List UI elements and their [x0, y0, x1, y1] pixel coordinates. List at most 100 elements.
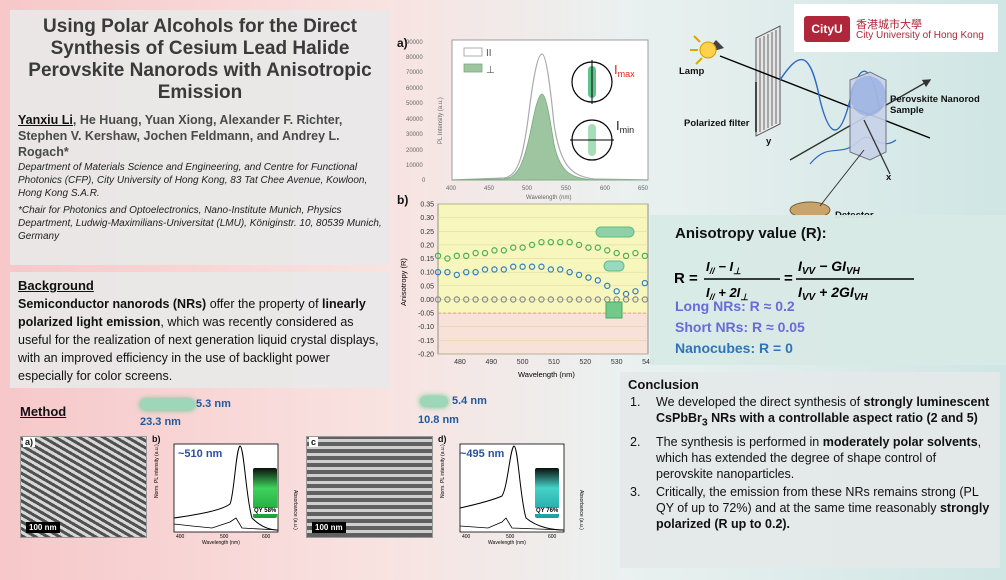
conclusion-item: 3. Critically, the emission from these NR… — [630, 484, 990, 531]
anisotropy-point-series-1 — [500, 247, 508, 254]
fig-a-ytick-3: 60000 — [406, 86, 423, 92]
filter-label: Polarized filter — [684, 118, 750, 129]
anisotropy-point-series-1 — [547, 238, 555, 246]
anisotropy-point-series-2 — [500, 266, 508, 273]
fig-a-ytick-5: 40000 — [406, 117, 423, 123]
bg-bold-1: Semiconductor nanorods (NRs) — [18, 297, 207, 311]
anisotropy-point-series-1 — [510, 244, 517, 251]
affiliation-lmu: *Chair for Photonics and Optoelectronics… — [18, 205, 382, 242]
anisotropy-point-series-1 — [557, 238, 564, 246]
bg-bold-2: linearly polarized light emission — [18, 297, 366, 329]
short-nrs-value: Short NRs: R ≈ 0.05 — [675, 319, 805, 335]
anisotropy-point-series-3 — [434, 296, 442, 303]
eq-num1: I// − I⊥ — [706, 259, 741, 276]
fig-b-xtick: 510 — [548, 359, 560, 366]
anisotropy-point-series-3 — [566, 296, 573, 303]
fig-b-xtick: 540 — [642, 359, 654, 366]
fig-a-ylabel: PL Intensity (a.u.) — [438, 97, 444, 144]
anisotropy-point-series-1 — [622, 252, 630, 260]
fig-b-letter: b) — [397, 193, 409, 207]
anisotropy-point-series-1 — [575, 241, 583, 249]
fig-b-xtick: 480 — [454, 359, 466, 366]
anisotropy-point-series-2 — [613, 288, 620, 295]
poster-title: Using Polar Alcohols for the Direct Synt… — [28, 16, 372, 103]
lamp-icon — [690, 35, 724, 65]
conclusion-list: 1. We developed the direct synthesis of s… — [628, 394, 992, 532]
panel-a-label: a) — [23, 437, 36, 447]
fig-a-xtick-3: 550 — [561, 186, 572, 192]
rod2-length: 10.8 nm — [418, 414, 459, 426]
fig-a-xtick-1: 450 — [484, 186, 495, 192]
anisotropy-point-series-1 — [519, 244, 526, 251]
cityu-name-chinese: 香港城市大學 — [856, 19, 922, 31]
fig-a-xtick-4: 600 — [600, 186, 611, 192]
fig-b-ytick: -0.05 — [418, 311, 434, 318]
xtick-b-400: 400 — [176, 534, 185, 540]
scalebar-c: 100 nm — [312, 522, 346, 533]
anisotropy-point-series-2 — [491, 266, 498, 273]
title-panel: Using Polar Alcohols for the Direct Synt… — [10, 10, 390, 265]
bg-text-1: offer the property of — [206, 297, 323, 311]
fig-b-ylabel: Anisotropy (R) — [399, 258, 408, 306]
fig-a-letter: a) — [397, 36, 408, 50]
eq-r: R = — [674, 270, 698, 287]
anisotropy-point-series-2 — [566, 268, 573, 276]
anisotropy-point-series-1 — [528, 241, 536, 249]
xtick-d-500: 500 — [506, 534, 515, 540]
anisotropy-point-series-2 — [538, 263, 545, 270]
fig-a-xtick-5: 650 — [638, 186, 649, 192]
xtick-d-600: 600 — [548, 534, 557, 540]
nanocubes-value: Nanocubes: R = 0 — [675, 340, 793, 356]
conclusion-item: 1. We developed the direct synthesis of s… — [630, 395, 990, 429]
eq-equals: = — [784, 270, 793, 287]
cityu-logo-mark: CityU — [804, 16, 850, 42]
fig-b-ytick: 0.00 — [420, 297, 434, 304]
fig-a-ytick-6: 30000 — [406, 132, 423, 138]
background-text: Semiconductor nanorods (NRs) offer the p… — [18, 295, 382, 385]
anisotropy-point-series-1 — [453, 252, 461, 260]
spectrum-long-nrs: Norm. PL intensity (a.u.) Absorbance (a.… — [154, 443, 298, 546]
imin-label: Imin — [616, 118, 634, 135]
anisotropy-point-series-2 — [434, 268, 442, 276]
anisotropy-point-series-2 — [528, 263, 536, 270]
fig-b-xlabel: Wavelength (nm) — [518, 370, 575, 379]
lamp-label: Lamp — [679, 66, 705, 77]
conclusion-heading: Conclusion — [628, 377, 699, 392]
anisotropy-point-series-3 — [472, 296, 479, 303]
anisotropy-point-series-2 — [641, 279, 649, 287]
anisotropy-point-series-3 — [594, 296, 602, 303]
polarized-filter-icon — [755, 25, 781, 137]
anisotropy-point-series-2 — [557, 266, 564, 273]
anisotropy-point-series-3 — [528, 296, 536, 303]
xlabel-b: Wavelength (nm) — [202, 540, 240, 546]
fig-a-ytick-2: 70000 — [406, 70, 423, 76]
fig-a-ytick-0: 90000 — [406, 40, 423, 46]
short-nanorod-illustration — [420, 396, 448, 407]
axis-x-label: x — [886, 172, 892, 183]
panel-c-label: c — [309, 437, 319, 447]
background-heading: Background — [18, 278, 94, 293]
peak-label-510: ~510 nm — [178, 448, 223, 460]
fig-b-ytick: 0.30 — [420, 215, 434, 222]
fig-a-xtick-0: 400 — [446, 186, 457, 192]
long-nanorod-illustration — [140, 399, 195, 410]
anisotropy-point-series-2 — [463, 268, 470, 276]
fig-b-ytick: 0.15 — [420, 256, 434, 263]
anisotropy-point-series-3 — [481, 296, 489, 303]
anisotropy-point-series-1 — [641, 252, 649, 260]
imax-label: Imax — [614, 62, 635, 79]
fig-a-xtick-2: 500 — [522, 186, 533, 192]
ylabel-b: Norm. PL intensity (a.u.) — [154, 444, 160, 498]
fig-b-ytick: -0.20 — [418, 352, 434, 359]
long-nrs-value: Long NRs: R ≈ 0.2 — [675, 298, 795, 314]
fig-b-ytick: -0.15 — [418, 338, 434, 345]
fig-b-xtick: 520 — [579, 359, 591, 366]
anisotropy-point-series-1 — [604, 247, 611, 254]
fig-a-ytick-1: 80000 — [406, 55, 423, 61]
xlabel-d: Wavelength (nm) — [488, 540, 526, 546]
fig-b-xtick: 530 — [611, 359, 623, 366]
fig-b-ytick: 0.10 — [420, 270, 434, 277]
fig-b-xtick: 490 — [485, 359, 497, 366]
fig-b-xtick: 500 — [517, 359, 529, 366]
anisotropy-point-series-3 — [538, 296, 545, 303]
